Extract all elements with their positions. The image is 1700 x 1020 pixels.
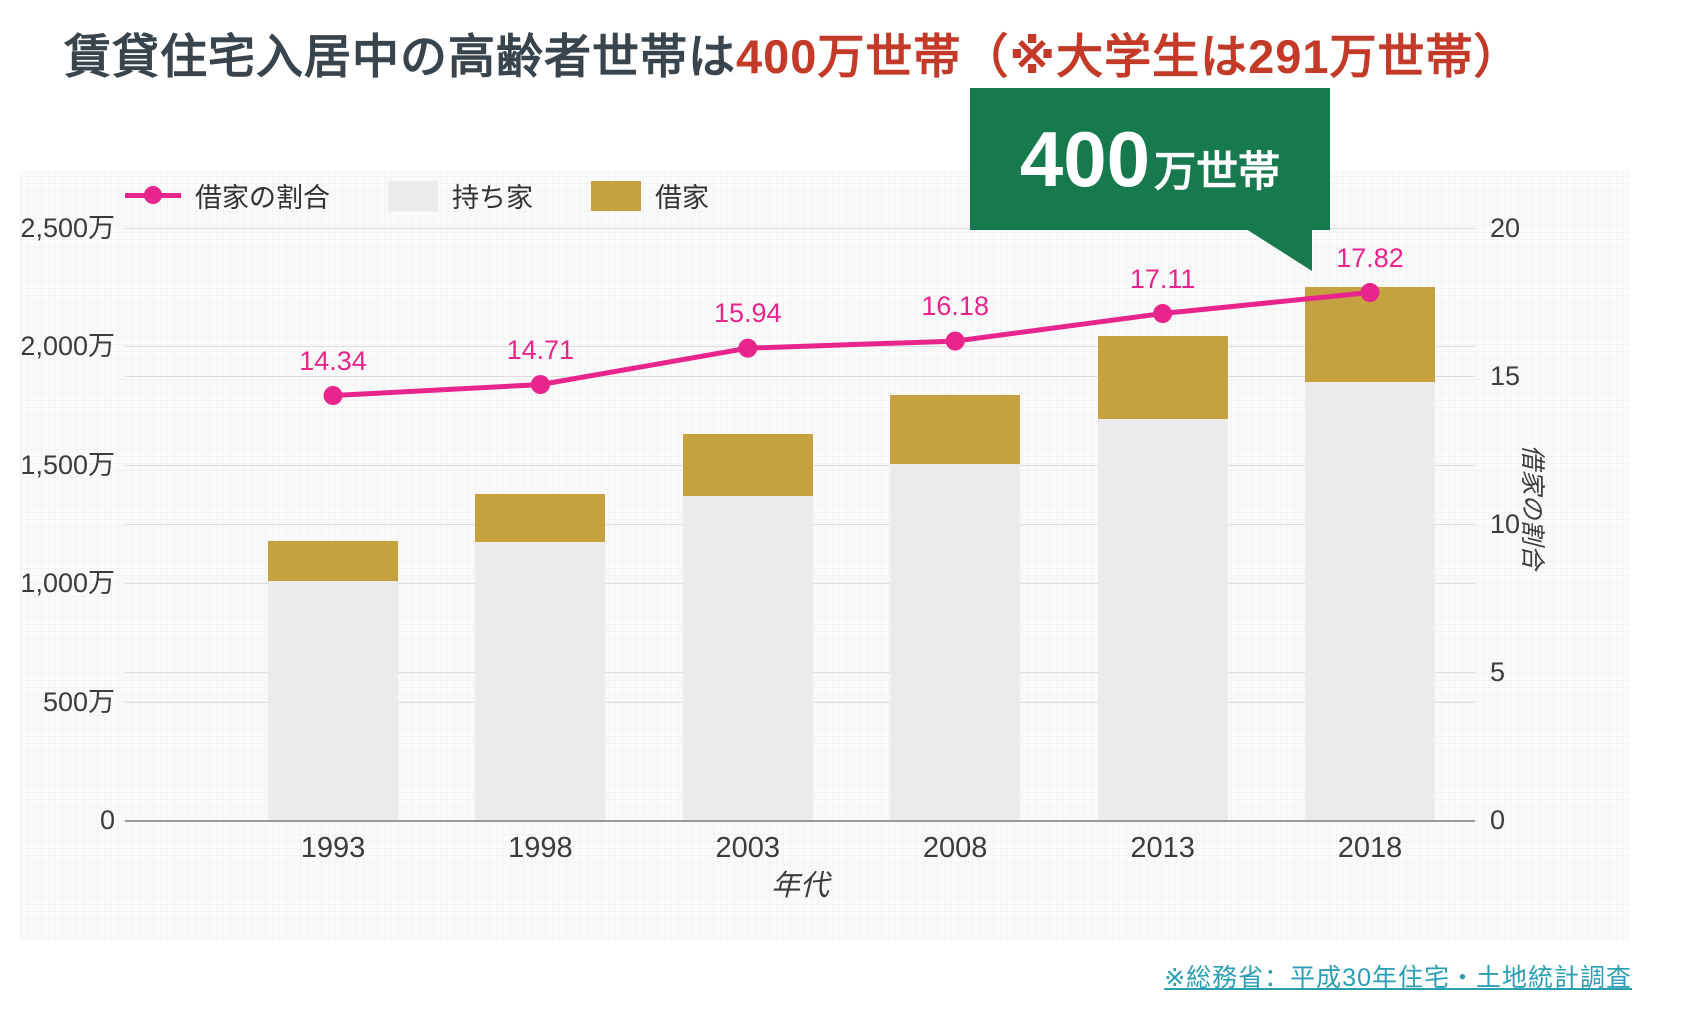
legend-label-owned: 持ち家 [452,183,533,213]
rate-line [332,290,1371,399]
chart-legend: 借家の割合 持ち家 借家 [125,176,709,215]
callout-bubble: 400 万世帯 [970,88,1330,230]
bar-owned [682,495,813,820]
title-note: （※大学生は291万世帯） [961,30,1522,83]
rate-value-label: 17.82 [1336,242,1404,273]
x-axis-tick-label: 2008 [922,832,988,864]
line-dot-icon [144,186,162,204]
rate-value-label: 14.71 [506,334,575,365]
rate-line-series [323,283,1380,406]
title-highlight: 400万世帯 [736,30,962,83]
source-link[interactable]: ※総務省：平成30年住宅・土地統計調査 [1164,964,1632,992]
rate-value-label: 16.18 [921,291,989,322]
bar-owned [1305,381,1435,820]
bar-rented [890,394,1021,464]
rate-value-label: 15.94 [714,298,782,329]
bar-owned [1097,418,1228,820]
bar-rented [1097,335,1228,419]
x-axis-tick-label: 2018 [1337,832,1403,864]
rate-line-point [530,375,550,395]
bar-owned [890,463,1021,820]
callout-tail-icon [1246,229,1312,271]
left-axis-tick-label: 2,500万 [20,213,115,243]
left-axis-tick-label: 2,000万 [20,331,115,362]
x-axis-line [125,820,1475,822]
rate-line-point [1153,304,1173,324]
x-axis-tick-label: 1993 [300,832,366,864]
x-axis-tick-label: 2003 [715,832,781,864]
plot-area: 0 500万 1,000万 1,500万 2,000万 2,500万 0 5 10 15 20 199… [20,170,1630,940]
line-series-marker-icon [125,186,181,204]
rate-line-point [945,331,965,351]
legend-label-rented: 借家 [655,183,709,213]
right-axis-tick-label: 20 [1490,213,1521,243]
right-axis-title: 借家の割合 [1518,444,1546,570]
rate-value-label: 17.11 [1129,263,1196,294]
callout-number: 400 [1019,115,1151,203]
legend-label-rate: 借家の割合 [195,183,330,213]
x-axis-tick-label: 2013 [1130,832,1195,864]
bar-rented [268,540,398,581]
right-axis-tick-label: 0 [1490,805,1506,835]
legend-item-rate[interactable]: 借家の割合 [125,176,330,215]
callout-unit: 万世帯 [1154,148,1281,195]
legend-item-rented[interactable]: 借家 [591,176,709,215]
left-axis-tick-label: 500万 [42,686,115,717]
left-axis-tick-label: 0 [99,805,115,835]
bar-rented [1305,287,1435,382]
x-axis-title: 年代 [770,870,829,902]
right-axis-tick-label: 10 [1490,509,1521,539]
rate-line-point [738,338,758,358]
page-title: 賃貸住宅入居中の高齢者世帯は400万世帯（※大学生は291万世帯） [64,18,1522,87]
bar-rented [475,494,606,542]
rate-line-point [1360,283,1380,303]
right-axis-tick-label: 5 [1490,657,1506,687]
x-axis-tick-label: 1998 [508,832,573,864]
left-axis-tick-label: 1,000万 [20,568,115,599]
bar-owned [268,580,398,820]
rate-value-label: 14.34 [299,345,367,376]
right-axis-tick-label: 15 [1490,361,1521,391]
rate-line-point [323,386,343,406]
title-main: 賃貸住宅入居中の高齢者世帯は [64,30,736,83]
left-axis-tick-label: 1,500万 [20,449,115,480]
rented-series-swatch-icon [591,180,641,211]
legend-item-owned[interactable]: 持ち家 [388,176,533,215]
grid-line [125,228,1475,229]
owned-series-swatch-icon [388,180,438,211]
grid-line [125,376,1475,377]
chart-panel: 借家の割合 持ち家 借家 0 500万 1,000万 1,500万 2,000万 2,50… [20,170,1630,940]
bar-owned [475,541,606,820]
bar-rented [682,434,813,496]
